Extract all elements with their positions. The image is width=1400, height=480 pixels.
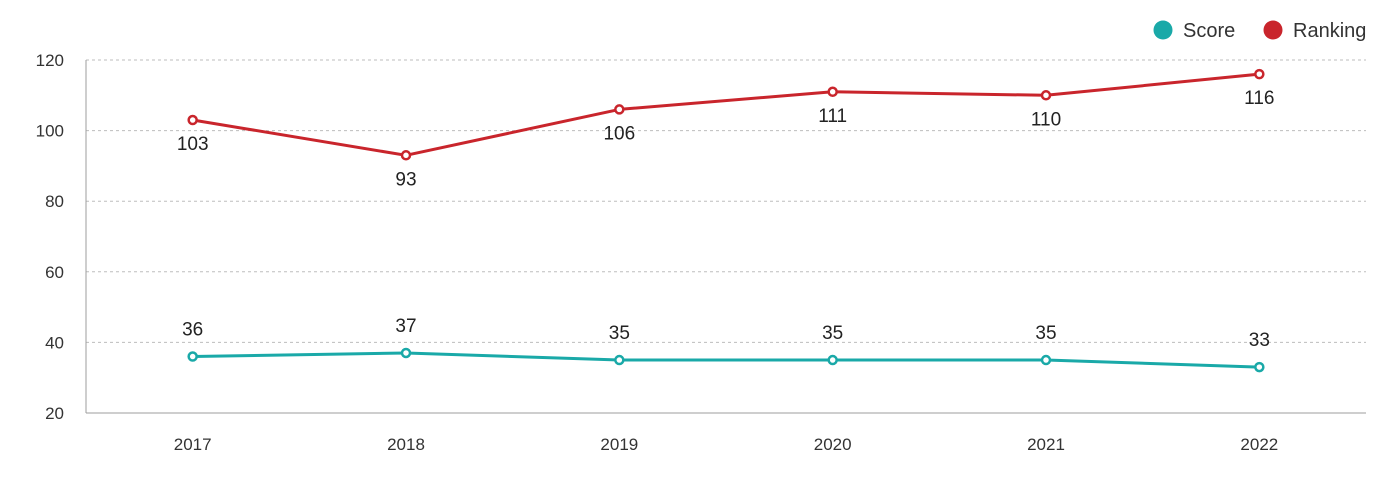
data-point	[1040, 354, 1052, 366]
data-point	[1254, 361, 1265, 373]
legend: Score Ranking	[1153, 20, 1366, 42]
grid	[85, 59, 1366, 414]
data-label: 35	[609, 323, 630, 344]
data-label: 93	[395, 169, 416, 190]
series-line	[192, 72, 1260, 157]
legend-item-score: Score	[1153, 20, 1235, 42]
series-line	[192, 351, 1260, 369]
data-point	[1040, 90, 1052, 101]
x-tick-label: 2021	[1027, 435, 1065, 454]
data-label: 35	[1035, 323, 1056, 344]
x-tick-label: 2020	[814, 435, 852, 454]
data-label: 106	[603, 123, 635, 144]
y-tick-label: 100	[36, 122, 64, 141]
y-tick-label: 40	[45, 333, 64, 352]
data-point	[400, 150, 412, 161]
y-tick-label: 80	[45, 192, 64, 211]
data-point	[827, 86, 838, 98]
legend-marker	[1263, 20, 1283, 40]
data-label: 110	[1031, 109, 1061, 130]
data-point	[827, 354, 838, 366]
data-point	[400, 347, 412, 359]
data-label: 33	[1249, 330, 1270, 351]
data-point	[614, 354, 625, 366]
x-axis-ticks: 2017 2018 2019 2020 2021 2022	[174, 435, 1278, 454]
data-label: 103	[177, 134, 209, 155]
data-label: 116	[1244, 88, 1274, 109]
y-tick-label: 60	[45, 263, 64, 282]
legend-label: Score	[1183, 20, 1235, 42]
x-tick-label: 2022	[1240, 435, 1278, 454]
data-label: 111	[818, 106, 847, 127]
x-tick-label: 2018	[387, 435, 425, 454]
series-layer: 36 37 35 35 35 33 103 93 106 111 110 116	[177, 68, 1274, 373]
series-ranking: 103 93 106 111 110 116	[177, 68, 1274, 190]
data-point	[614, 104, 625, 115]
y-axis-ticks: 20 40 60 80 100 120	[36, 51, 64, 423]
data-label: 35	[822, 323, 843, 344]
x-tick-label: 2017	[174, 435, 212, 454]
legend-marker	[1153, 20, 1173, 40]
data-point	[187, 114, 198, 126]
x-tick-label: 2019	[600, 435, 638, 454]
y-tick-label: 20	[45, 404, 64, 423]
data-point	[187, 351, 198, 362]
series-score: 36 37 35 35 35 33	[182, 316, 1270, 373]
legend-label: Ranking	[1293, 20, 1366, 42]
data-point	[1254, 68, 1265, 80]
legend-item-ranking: Ranking	[1263, 20, 1366, 42]
data-label: 36	[182, 320, 203, 341]
data-label: 37	[395, 316, 416, 337]
y-tick-label: 120	[36, 51, 64, 70]
